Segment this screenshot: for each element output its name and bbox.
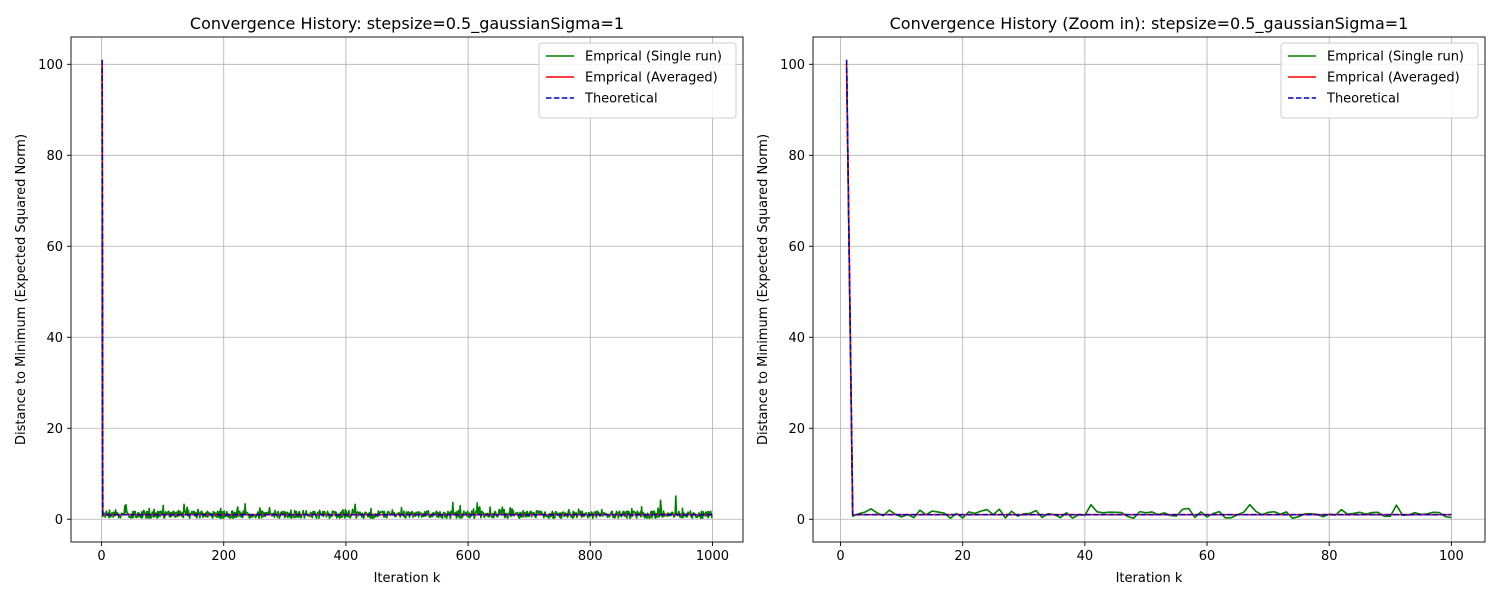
x-tick-label: 1000 (696, 549, 729, 564)
legend-label-1: Emprical (Single run) (585, 50, 722, 65)
chart-panel-1: 0 200 400 600 800 1000 0 20 40 60 80 100 Convergence… (14, 14, 744, 586)
y-axis-label: Distance to Minimum (Expected Squared No… (14, 134, 29, 445)
x-tick-label: 400 (333, 549, 358, 564)
axes-frame (70, 36, 744, 543)
x-tick-label: 20 (954, 549, 971, 564)
chart-panel-2: 0 20 40 60 80 100 0 20 40 60 80 100 Convergence Hist… (756, 14, 1486, 586)
series-line-3 (845, 59, 1452, 516)
legend: Emprical (Single run) Emprical (Averaged)… (538, 42, 737, 119)
axes-frame (812, 36, 1486, 543)
x-tick-label: 60 (1199, 549, 1216, 564)
legend-box (1280, 42, 1479, 119)
y-tick-label: 80 (788, 149, 805, 164)
x-tick-label: 80 (1321, 549, 1338, 564)
chart-title: Convergence History (Zoom in): stepsize=… (890, 14, 1409, 34)
series-line-2 (101, 64, 713, 516)
y-tick-label: 20 (788, 422, 805, 437)
legend-label-3: Theoretical (1326, 92, 1400, 107)
y-tick-label: 0 (55, 513, 63, 528)
legend-label-2: Emprical (Averaged) (1327, 71, 1460, 86)
y-tick-label: 40 (46, 331, 63, 346)
legend-label-3: Theoretical (584, 92, 658, 107)
series-line-2 (845, 64, 1452, 516)
y-tick-label: 80 (46, 149, 63, 164)
y-axis-label: Distance to Minimum (Expected Squared No… (756, 134, 771, 445)
x-tick-label: 0 (836, 549, 844, 564)
legend-box (538, 42, 737, 119)
legend-label-2: Emprical (Averaged) (585, 71, 718, 86)
series-line-1 (101, 64, 713, 520)
y-tick-label: 20 (46, 422, 63, 437)
series-line-1 (845, 64, 1452, 520)
x-axis-label: Iteration k (374, 571, 441, 586)
legend: Emprical (Single run) Emprical (Averaged)… (1280, 42, 1479, 119)
x-tick-label: 600 (456, 549, 481, 564)
y-tick-label: 0 (797, 513, 805, 528)
y-tick-label: 60 (46, 240, 63, 255)
x-axis-label: Iteration k (1116, 571, 1183, 586)
series-group (845, 59, 1452, 520)
x-tick-label: 200 (211, 549, 236, 564)
chart-title: Convergence History: stepsize=0.5_gaussi… (190, 14, 624, 34)
x-tick-label: 0 (97, 549, 105, 564)
series-group (101, 59, 713, 520)
y-tick-label: 100 (38, 58, 63, 73)
x-tick-label: 100 (1439, 549, 1464, 564)
series-line-3 (101, 59, 713, 516)
y-tick-label: 100 (780, 58, 805, 73)
legend-label-1: Emprical (Single run) (1327, 50, 1464, 65)
x-tick-label: 800 (578, 549, 603, 564)
y-tick-label: 40 (788, 331, 805, 346)
y-tick-label: 60 (788, 240, 805, 255)
x-tick-label: 40 (1077, 549, 1094, 564)
